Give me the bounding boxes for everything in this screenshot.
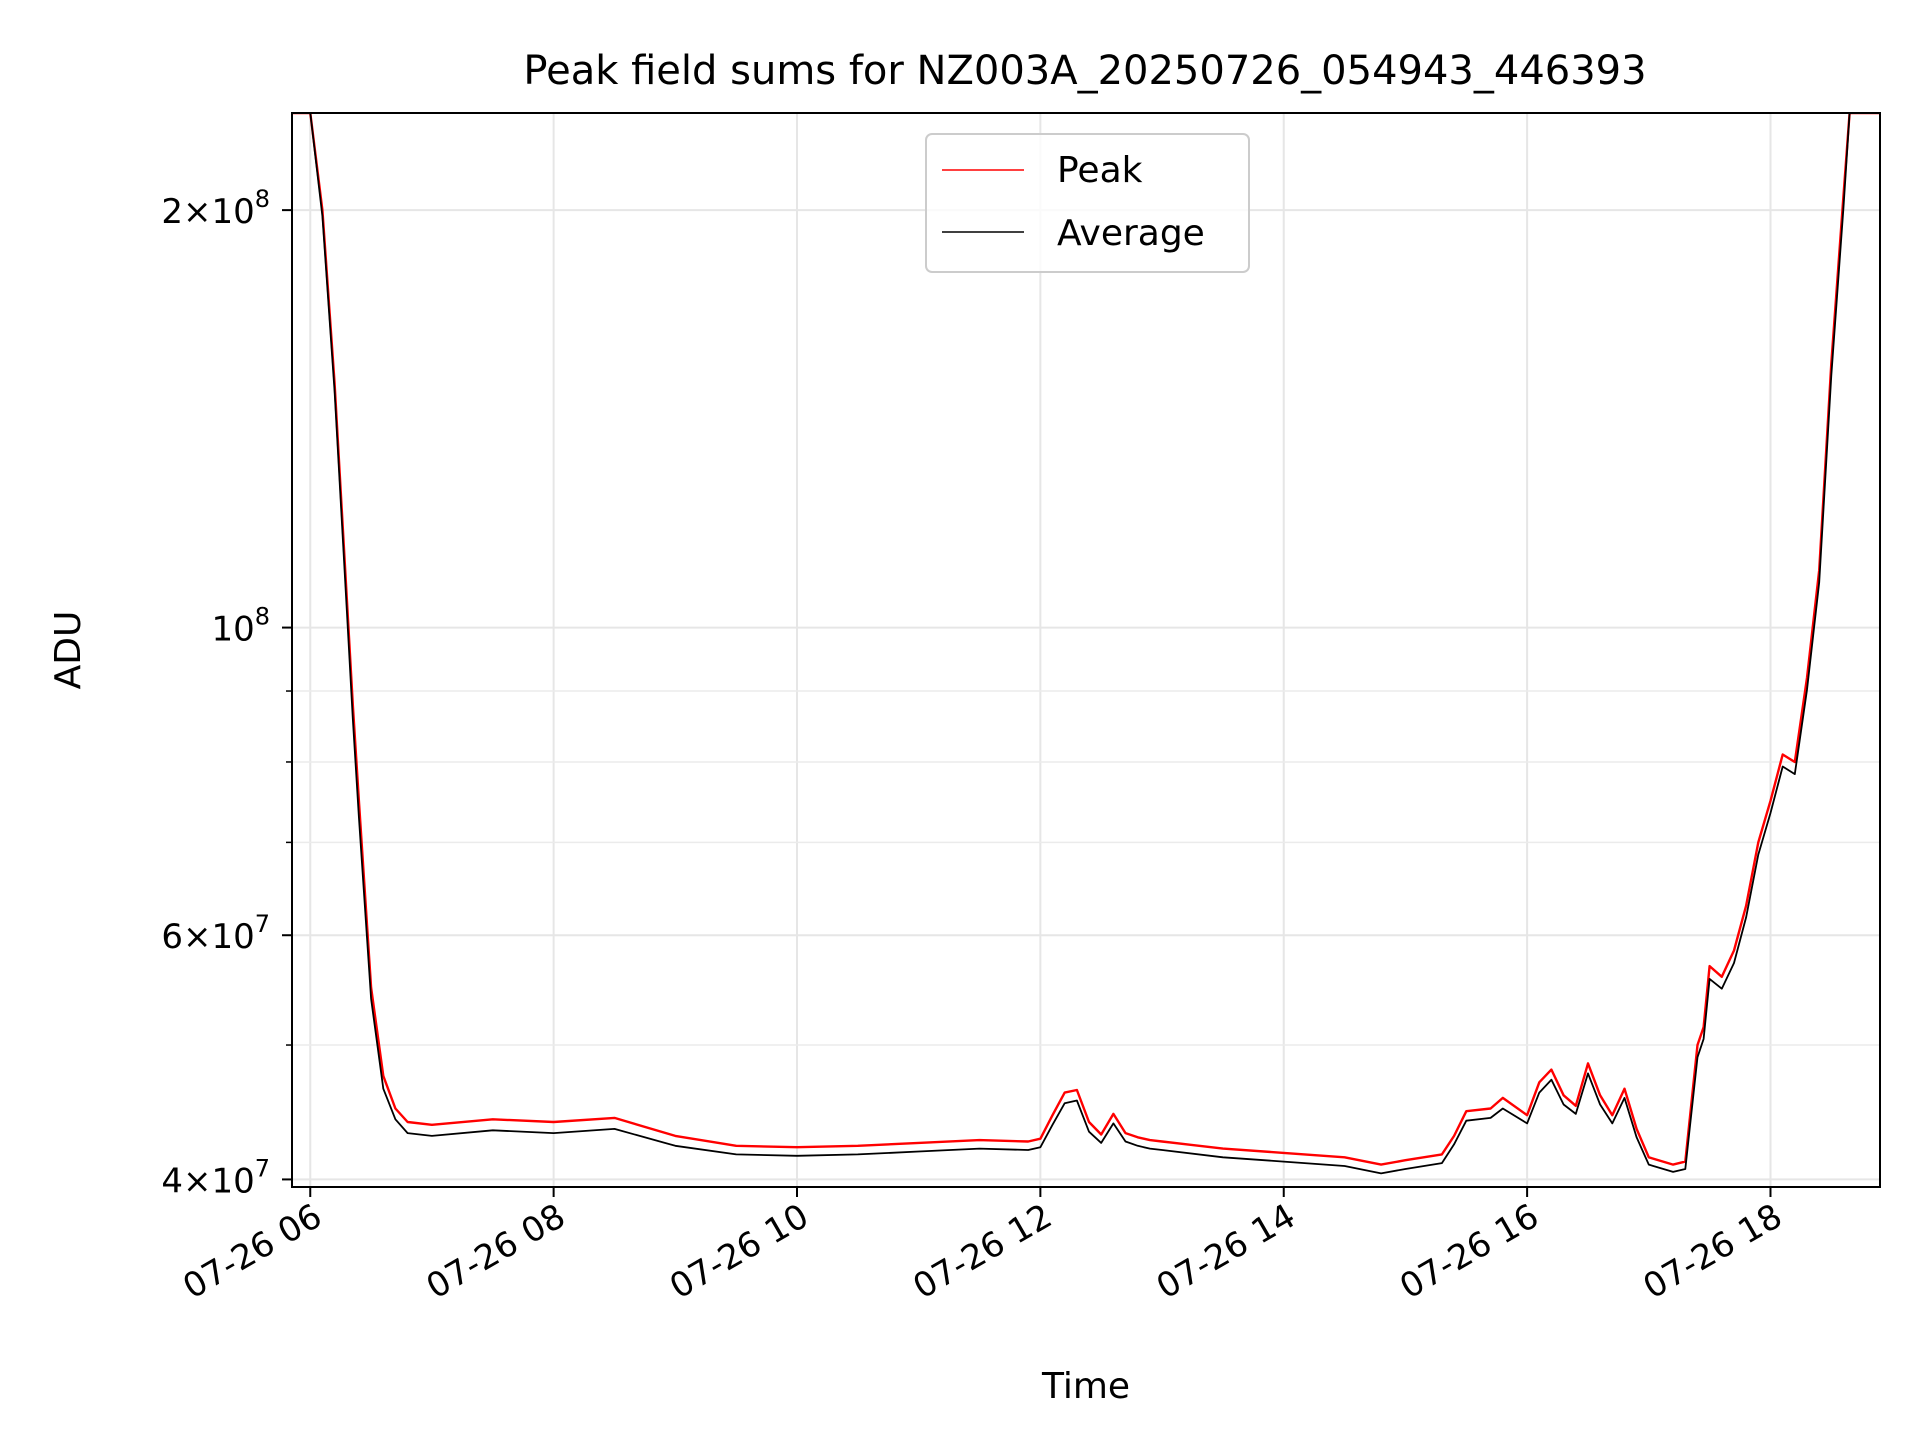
series-line-average	[292, 113, 1880, 1175]
y-tick-label: 6×107	[161, 910, 270, 957]
y-axis-label: ADU	[48, 611, 89, 690]
legend-label-peak: Peak	[1057, 150, 1143, 191]
chart-title: Peak field sums for NZ003A_20250726_0549…	[523, 48, 1646, 94]
y-tick-label: 2×108	[161, 185, 270, 232]
y-tick-label: 4×107	[161, 1154, 270, 1201]
series-line-peak	[292, 113, 1880, 1166]
plot-frame	[291, 112, 1881, 1188]
legend-box	[925, 133, 1250, 273]
legend: Peak Average	[925, 133, 1250, 273]
x-axis-label: Time	[1041, 1366, 1130, 1407]
legend-label-average: Average	[1057, 213, 1205, 254]
series-lines	[292, 113, 1880, 1175]
